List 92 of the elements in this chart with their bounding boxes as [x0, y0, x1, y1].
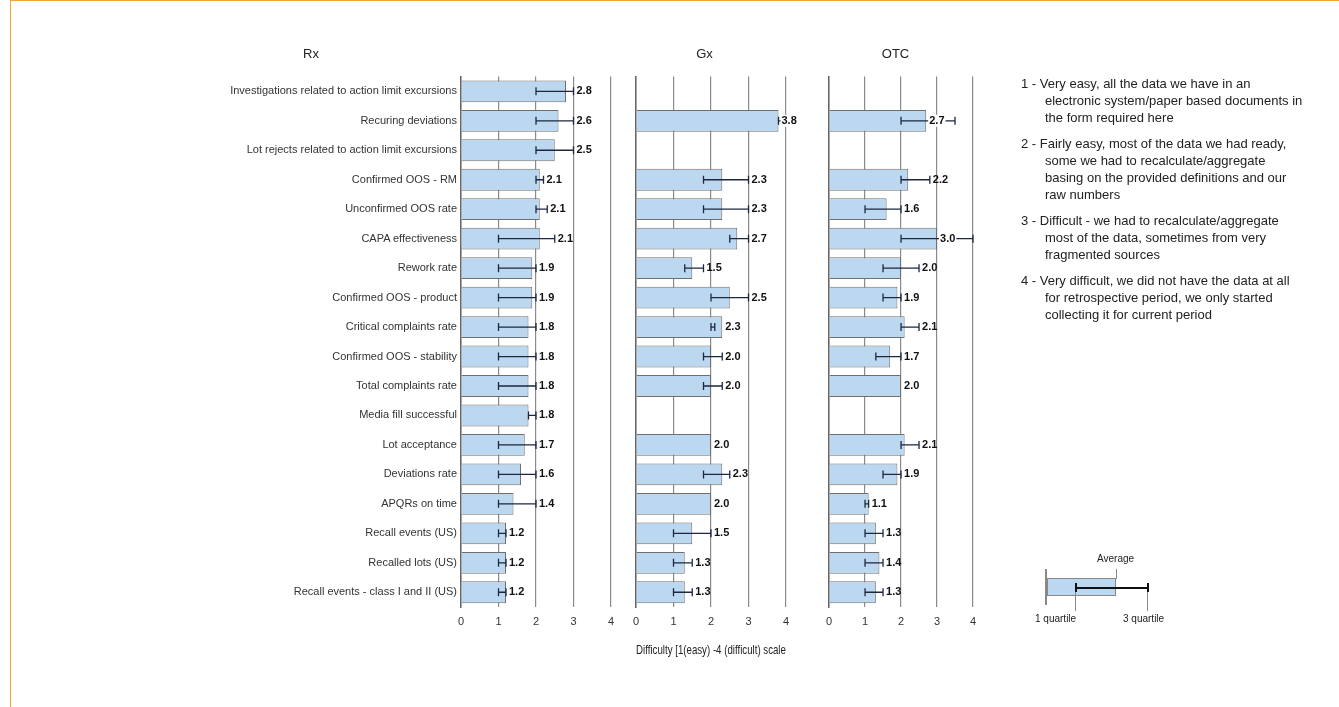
data-label: 1.3	[695, 585, 711, 598]
data-label: 2.7	[929, 113, 945, 126]
text: 3 - Difficult - we had to recalculate/aggregate most of the data, sometimes from very fragmented sources	[1021, 212, 1280, 263]
x-tick-label: 4	[969, 614, 977, 627]
data-label: 1.1	[871, 496, 887, 509]
y-tick-label: Recalled lots (US)	[368, 555, 457, 568]
data-label: 1.8	[539, 320, 555, 333]
y-tick-label: Confirmed OOS - product	[332, 290, 457, 303]
y-tick-label: CAPA effectiveness	[361, 231, 458, 244]
data-label: 2.3	[751, 172, 767, 185]
text: Rx	[303, 46, 320, 62]
data-label: 1.6	[904, 202, 920, 215]
data-label: 2.5	[576, 143, 592, 156]
text: 4 - Very difficult, we did not have the data at all for retrospective period, we only started collecting it for current period	[1021, 272, 1291, 323]
y-tick-label: APQRs on time	[381, 496, 457, 509]
y-tick-label: Confirmed OOS - RM	[351, 172, 457, 185]
y-tick-label: Recuring deviations	[360, 113, 458, 126]
x-tick-label: 0	[826, 614, 833, 627]
y-tick-label: Confirmed OOS - stability	[332, 349, 458, 362]
x-tick-label: 1	[861, 614, 869, 627]
text: 2 - Fairly easy, most of the data we had ready, some we had to recalculate/aggregate basing on the provided definitions and our raw numbers	[1021, 135, 1288, 203]
data-label: 2.0	[725, 379, 741, 392]
data-label: 2.0	[714, 496, 730, 509]
y-tick-label: Total complaints rate	[356, 379, 457, 392]
data-label: 1.9	[904, 467, 920, 480]
y-tick-label: Media fill successful	[359, 408, 457, 421]
data-label: 1.8	[539, 408, 555, 421]
y-tick-label: Recall events - class I and II (US)	[293, 585, 457, 598]
data-label: 3.8	[781, 113, 797, 126]
data-label: 2.3	[725, 320, 741, 333]
x-tick-label: 2	[707, 614, 715, 627]
x-tick-label: 2	[532, 614, 540, 627]
y-tick-label: Recall events (US)	[365, 526, 457, 539]
data-label: 1.8	[539, 379, 555, 392]
data-label: 2.3	[732, 467, 749, 480]
text: 1 - Very easy, all the data we have in an electronic system/paper based documents in the form required here	[1021, 75, 1304, 126]
y-tick-label: Lot acceptance	[382, 437, 457, 450]
data-label: 3.0	[940, 231, 956, 244]
data-label: 2.2	[932, 172, 949, 185]
data-label: 1.8	[539, 349, 555, 362]
data-label: 1.3	[886, 585, 902, 598]
data-label: 2.0	[922, 261, 938, 274]
data-label: 2.7	[751, 231, 767, 244]
x-tick-label: 1	[495, 614, 502, 627]
y-tick-label: Investigations related to action limit excursions	[230, 84, 458, 97]
data-label: 1.5	[706, 261, 722, 274]
data-label: 1.2	[509, 555, 525, 568]
data-label: 2.3	[751, 202, 767, 215]
y-tick-label: Deviations rate	[383, 467, 457, 480]
data-label: 1.4	[886, 555, 903, 568]
x-tick-label: 3	[745, 614, 752, 627]
text: 1 quartile	[1035, 613, 1077, 624]
y-tick-label: Critical complaints rate	[345, 320, 457, 333]
y-tick-label: Lot rejects related to action limit excursions	[246, 143, 458, 156]
data-label: 2.0	[725, 349, 741, 362]
data-label: 2.1	[557, 231, 574, 244]
x-axis-title: Difficulty [1(easy) -4 (difficult) scale	[636, 642, 786, 657]
x-tick-label: 4	[607, 614, 615, 627]
x-tick-label: 0	[457, 614, 465, 627]
data-label: 2.5	[751, 290, 767, 303]
data-label: 2.1	[922, 320, 938, 333]
data-label: 1.2	[509, 526, 525, 539]
x-tick-label: 4	[782, 614, 790, 627]
y-tick-label: Rework rate	[397, 261, 457, 274]
y-tick-label: Unconfirmed OOS rate	[345, 202, 457, 215]
x-tick-label: 1	[670, 614, 677, 627]
data-label: 1.9	[539, 261, 555, 274]
data-label: 2.8	[576, 84, 592, 97]
data-label: 1.7	[904, 349, 920, 362]
data-label: 1.3	[886, 526, 902, 539]
x-tick-label: 3	[933, 614, 941, 627]
data-label: 2.1	[922, 437, 938, 450]
x-tick-label: 3	[570, 614, 577, 627]
chart-title: Gx	[696, 46, 714, 62]
data-label: 2.0	[904, 379, 920, 392]
data-label: 2.0	[714, 437, 730, 450]
data-label: 1.3	[695, 555, 711, 568]
chart-title: OTC	[881, 46, 910, 62]
data-label: 1.7	[539, 437, 555, 450]
data-label: 2.6	[576, 113, 592, 126]
x-tick-label: 0	[632, 614, 640, 627]
data-label: 2.1	[550, 202, 566, 215]
data-label: 1.9	[539, 290, 555, 303]
data-label: 1.2	[509, 585, 525, 598]
data-label: 1.5	[714, 526, 730, 539]
x-tick-label: 2	[897, 614, 905, 627]
data-label: 1.4	[539, 496, 556, 509]
text: Average	[1097, 553, 1135, 564]
data-label: 1.6	[539, 467, 555, 480]
data-label: 1.9	[904, 290, 920, 303]
text: 3 quartile	[1123, 613, 1165, 624]
data-label: 2.1	[546, 172, 562, 185]
